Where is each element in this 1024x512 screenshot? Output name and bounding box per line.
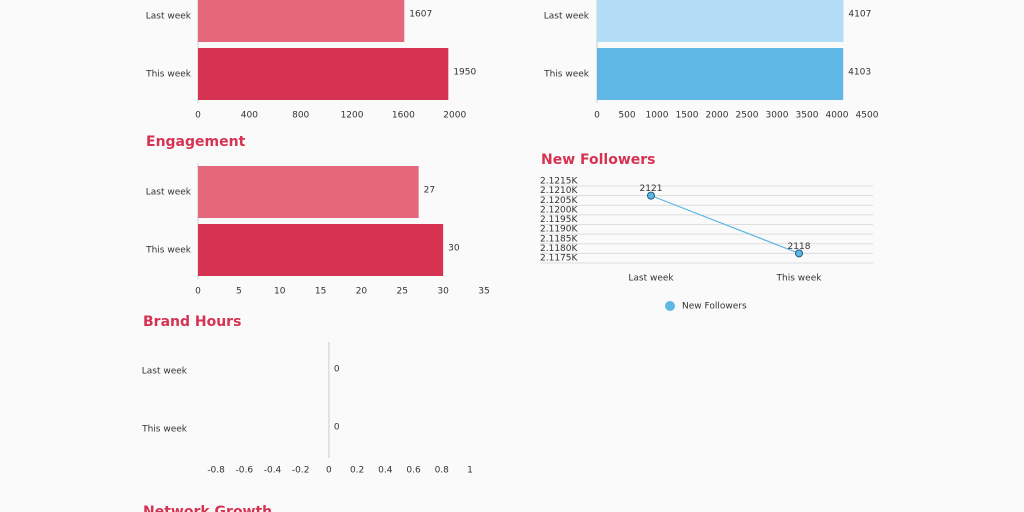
x-tick-label: 10 xyxy=(274,287,286,297)
value-label: 1607 xyxy=(409,10,432,20)
x-tick-label: 0.6 xyxy=(406,466,421,476)
value-label: 27 xyxy=(424,186,435,196)
y-tick-label: 2.1185K xyxy=(540,234,578,244)
x-tick-label: -0.6 xyxy=(236,466,254,476)
bar xyxy=(198,224,444,276)
x-tick-label: 1200 xyxy=(341,111,364,121)
x-tick-label: 20 xyxy=(356,287,368,297)
x-tick-label: -0.4 xyxy=(264,466,282,476)
value-label: 2121 xyxy=(640,184,663,194)
x-tick-label: 0 xyxy=(195,111,201,121)
value-label: 4107 xyxy=(848,10,871,20)
value-label: 1950 xyxy=(453,68,476,78)
value-label: 30 xyxy=(448,244,460,254)
legend-swatch xyxy=(665,301,675,311)
bar xyxy=(198,166,419,218)
x-tick-label: 1500 xyxy=(676,111,699,121)
y-tick-label: 2.1210K xyxy=(540,186,578,196)
x-tick-label: 5 xyxy=(236,287,242,297)
category-label: Last week xyxy=(544,12,590,22)
x-tick-label: 35 xyxy=(478,287,489,297)
category-label: Last week xyxy=(142,367,188,377)
line xyxy=(650,195,800,254)
x-tick-label: This week xyxy=(776,274,823,284)
point xyxy=(795,249,803,258)
value-label: 2118 xyxy=(788,242,811,252)
bar xyxy=(198,0,405,42)
x-tick-label: 15 xyxy=(315,287,326,297)
x-tick-label: 0.2 xyxy=(350,466,364,476)
category-label: Last week xyxy=(146,188,192,198)
chart-title: Network Growth xyxy=(143,504,272,512)
x-tick-label: 1000 xyxy=(646,111,669,121)
chart-title: Engagement xyxy=(146,134,246,150)
y-tick-label: 2.1180K xyxy=(540,244,578,254)
x-tick-label: 25 xyxy=(397,287,408,297)
category-label: Last week xyxy=(146,12,192,22)
x-tick-label: 0.4 xyxy=(378,466,393,476)
value-label: 0 xyxy=(334,365,340,375)
category-label: This week xyxy=(145,246,192,256)
x-tick-label: 3000 xyxy=(766,111,789,121)
x-tick-label: 0.8 xyxy=(435,466,450,476)
x-tick-label: 400 xyxy=(241,111,258,121)
bar xyxy=(198,48,449,100)
x-tick-label: 2500 xyxy=(736,111,759,121)
chart-title: Brand Hours xyxy=(143,314,241,330)
legend-label: New Followers xyxy=(682,302,747,312)
x-tick-label: -0.8 xyxy=(207,466,225,476)
x-tick-label: 1600 xyxy=(392,111,415,121)
x-tick-label: 1 xyxy=(467,466,473,476)
x-tick-label: 0 xyxy=(326,466,332,476)
x-tick-label: 4500 xyxy=(856,111,879,121)
x-tick-label: 30 xyxy=(437,287,449,297)
x-tick-label: 4000 xyxy=(826,111,849,121)
x-tick-label: -0.2 xyxy=(292,466,310,476)
category-label: This week xyxy=(141,425,188,435)
y-tick-label: 2.1195K xyxy=(540,215,578,225)
value-label: 0 xyxy=(334,423,340,433)
x-tick-label: 0 xyxy=(195,287,201,297)
bar xyxy=(597,0,844,42)
y-tick-label: 2.1190K xyxy=(540,225,578,235)
x-tick-label: 3500 xyxy=(796,111,819,121)
x-tick-label: 800 xyxy=(292,111,309,121)
category-label: This week xyxy=(145,70,192,80)
value-label: 4103 xyxy=(848,68,871,78)
category-label: This week xyxy=(543,70,590,80)
x-tick-label: 0 xyxy=(594,111,600,121)
y-tick-label: 2.1200K xyxy=(540,205,578,215)
x-tick-label: 2000 xyxy=(443,111,466,121)
bar xyxy=(597,48,844,100)
y-tick-label: 2.1215K xyxy=(540,177,578,187)
y-tick-label: 2.1175K xyxy=(540,254,578,264)
x-tick-label: Last week xyxy=(628,274,674,284)
x-tick-label: 2000 xyxy=(706,111,729,121)
x-tick-label: 500 xyxy=(618,111,635,121)
chart-title: New Followers xyxy=(541,152,656,168)
point xyxy=(647,191,655,200)
y-tick-label: 2.1205K xyxy=(540,196,578,206)
